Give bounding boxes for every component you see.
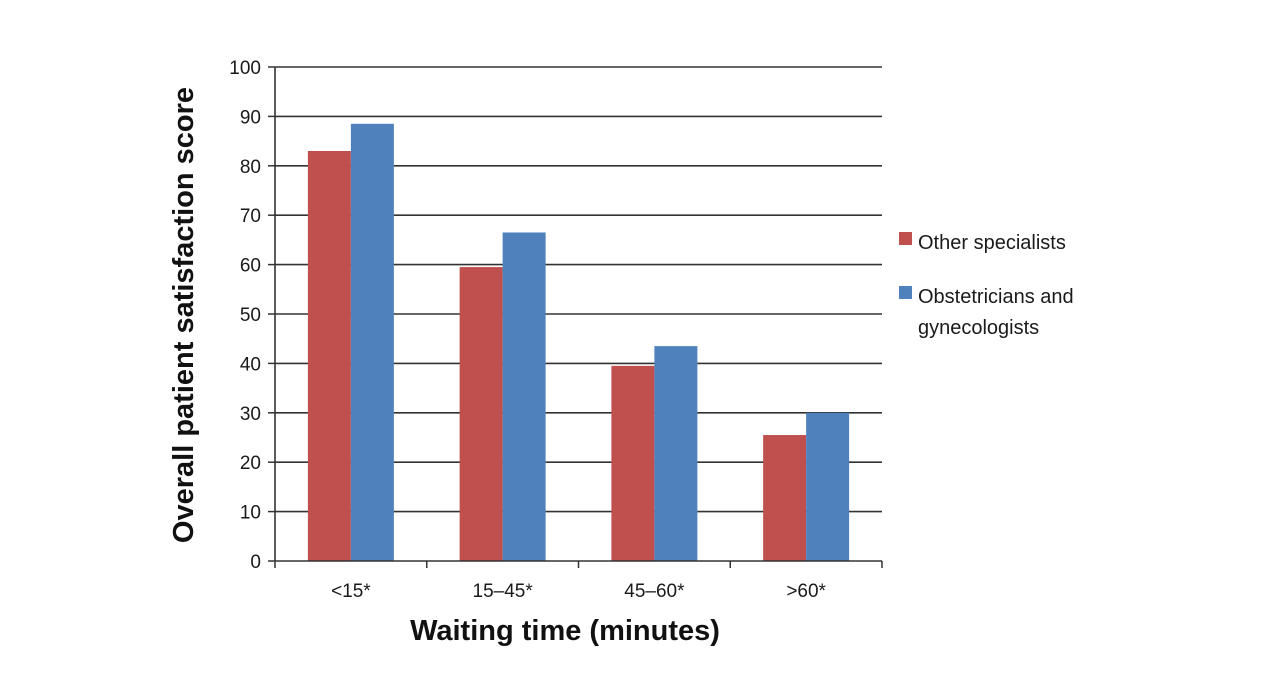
x-tick-labels: <15* 15–45* 45–60* >60* xyxy=(331,581,826,602)
y-tick-label: 100 xyxy=(229,58,261,79)
y-tick-labels: 0 10 20 30 40 50 60 70 80 90 100 xyxy=(229,58,261,573)
legend-label: gynecologists xyxy=(918,317,1039,339)
y-axis-title: Overall patient satisfaction score xyxy=(168,87,200,543)
legend-label: Obstetricians and xyxy=(918,286,1074,308)
bars xyxy=(307,123,850,562)
y-tick-label: 40 xyxy=(240,354,261,375)
x-tick-label: 45–60* xyxy=(624,581,685,602)
bar-other-specialists-3 xyxy=(763,435,807,561)
y-tick-label: 10 xyxy=(240,503,261,524)
y-tick-label: 0 xyxy=(250,552,261,573)
bar-other-specialists-1 xyxy=(459,267,503,561)
legend-label: Other specialists xyxy=(918,232,1066,254)
legend-swatch xyxy=(899,286,912,299)
bar-obgyn-3 xyxy=(806,412,850,561)
x-axis-title: Waiting time (minutes) xyxy=(410,615,720,647)
y-tick-label: 80 xyxy=(240,157,261,178)
y-tick-label: 60 xyxy=(240,256,261,277)
x-tick-label: <15* xyxy=(331,581,371,602)
legend-swatch xyxy=(899,232,912,245)
y-tick-label: 70 xyxy=(240,206,261,227)
axes xyxy=(274,67,883,568)
y-tick-label: 50 xyxy=(240,305,261,326)
x-tick-label: 15–45* xyxy=(473,581,534,602)
bar-other-specialists-2 xyxy=(611,365,655,561)
bar-obgyn-0 xyxy=(350,123,394,561)
y-tick-label: 90 xyxy=(240,107,261,128)
x-tick-label: >60* xyxy=(786,581,826,602)
bar-other-specialists-0 xyxy=(307,150,351,562)
legend: Other specialists Obstetricians and gyneco… xyxy=(899,232,1074,339)
y-tick-label: 20 xyxy=(240,453,261,474)
bar-obgyn-1 xyxy=(502,232,546,562)
y-tick-label: 30 xyxy=(240,404,261,425)
bar-obgyn-2 xyxy=(654,346,698,561)
